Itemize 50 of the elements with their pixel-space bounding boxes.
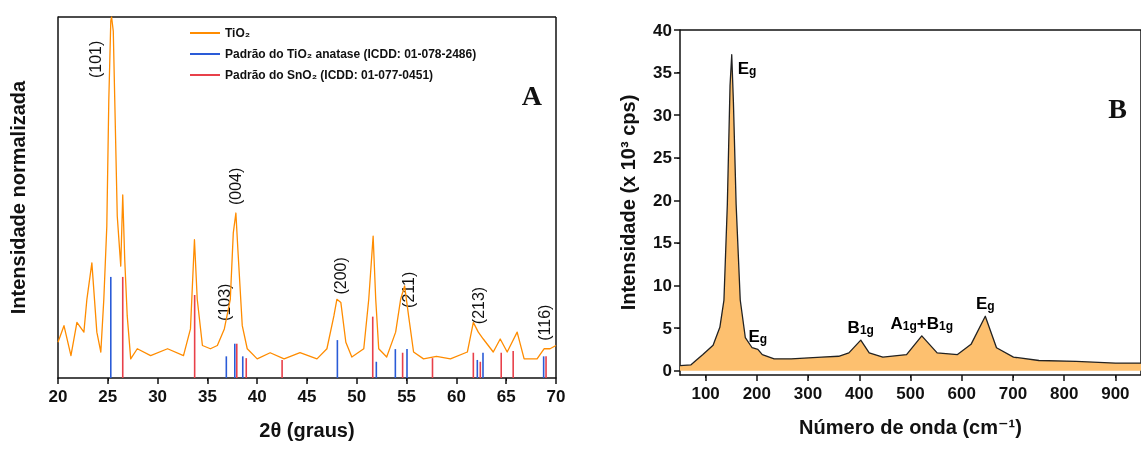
- x-tick-label: 900: [1101, 384, 1130, 403]
- x-tick-label: 20: [48, 387, 68, 406]
- annotation: B1g: [847, 318, 874, 338]
- x-tick-label: 400: [845, 384, 874, 403]
- annotation: (103): [215, 283, 233, 321]
- x-tick-label: 50: [347, 387, 367, 406]
- annotation: (211): [400, 271, 418, 308]
- x-tick-label: 70: [546, 387, 566, 406]
- y-tick-label: 30: [653, 105, 672, 125]
- annotation: (116): [535, 304, 553, 341]
- annotation: Eg: [748, 327, 768, 347]
- y-tick-label: 40: [653, 20, 672, 40]
- y-tick-label: 35: [653, 63, 672, 83]
- x-tick-label: 300: [793, 384, 823, 403]
- legend-label: TiO₂: [225, 26, 251, 40]
- x-tick-label: 55: [397, 387, 417, 406]
- y-tick-label: 5: [662, 318, 672, 338]
- x-tick-label: 30: [148, 387, 168, 406]
- y-axis-title: Intensidade normalizada: [7, 79, 29, 315]
- x-tick-label: 60: [446, 387, 466, 406]
- x-axis-title: Número de onda (cm⁻¹): [799, 416, 1022, 438]
- x-tick-label: 500: [896, 384, 925, 403]
- y-tick-label: 15: [653, 233, 672, 253]
- annotation: (101): [87, 40, 105, 78]
- x-tick-label: 600: [947, 384, 976, 403]
- x-tick-label: 35: [197, 387, 217, 406]
- annotation: Eg: [737, 58, 757, 78]
- x-tick-label: 800: [1049, 384, 1079, 403]
- y-axis-title: Intensidade (x 10³ cps): [617, 94, 639, 311]
- x-tick-label: 65: [496, 387, 516, 406]
- legend-label: Padrão do TiO₂ anatase (ICDD: 01-078-2486): [225, 47, 477, 61]
- annotation: (200): [332, 257, 350, 295]
- y-tick-label: 25: [653, 148, 672, 168]
- y-tick-label: 10: [653, 276, 672, 296]
- x-tick-label: 25: [98, 387, 118, 406]
- annotation: (213): [469, 286, 487, 325]
- annotation: (004): [227, 167, 245, 206]
- x-tick-label: 200: [742, 384, 772, 403]
- annotation: Eg: [975, 294, 995, 314]
- y-tick-label: 0: [662, 361, 672, 381]
- x-tick-label: 700: [998, 384, 1028, 403]
- x-tick-label: 100: [691, 384, 720, 403]
- legend-label: Padrão do SnO₂ (ICDD: 01-077-0451): [225, 68, 434, 82]
- annotation: A1g+B1g: [890, 313, 954, 333]
- x-tick-label: 45: [297, 387, 317, 406]
- x-axis-title: 2θ (graus): [259, 419, 355, 441]
- x-tick-label: 40: [247, 387, 267, 406]
- annotation: B: [1108, 92, 1128, 124]
- y-tick-label: 20: [653, 190, 672, 210]
- annotation: A: [521, 79, 543, 111]
